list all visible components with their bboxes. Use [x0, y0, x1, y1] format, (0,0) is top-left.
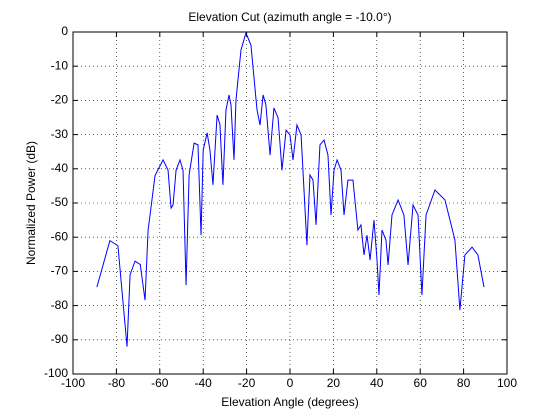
y-tick-label: 0: [61, 24, 68, 38]
chart-title: Elevation Cut (azimuth angle = -10.0°): [188, 10, 391, 24]
y-axis-label: Normalized Power (dB): [24, 141, 38, 265]
x-tick-label: -60: [151, 376, 169, 390]
x-axis-label: Elevation Angle (degrees): [221, 395, 358, 409]
data-line: [96, 31, 485, 347]
y-tick-label: -100: [44, 366, 68, 380]
y-tick-label: -20: [51, 93, 69, 107]
y-tick-label: -60: [51, 229, 69, 243]
y-tick-label: -80: [51, 298, 69, 312]
y-tick-label: -40: [51, 161, 69, 175]
y-tick-label: -50: [51, 195, 69, 209]
x-tick-label: 20: [327, 376, 341, 390]
y-tick-label: -10: [51, 58, 69, 72]
x-tick-label: 40: [370, 376, 384, 390]
x-tick-label: 60: [414, 376, 428, 390]
x-tick-label: 100: [497, 376, 517, 390]
y-tick-label: -70: [51, 264, 69, 278]
x-tick-label: -20: [238, 376, 256, 390]
plot-frame: [72, 31, 508, 375]
x-tick-label: 80: [457, 376, 471, 390]
y-tick-label: -30: [51, 127, 69, 141]
y-tick-label: -90: [51, 332, 69, 346]
x-tick-label: -80: [108, 376, 126, 390]
x-tick-label: -40: [195, 376, 213, 390]
x-tick-label: -100: [61, 376, 85, 390]
x-tick-label: 0: [287, 376, 294, 390]
